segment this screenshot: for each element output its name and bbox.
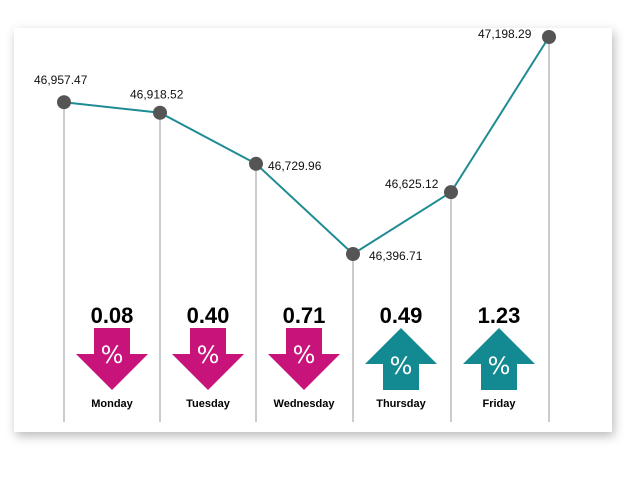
down-arrow-icon xyxy=(76,328,148,390)
series-line xyxy=(63,36,550,256)
day-label: Thursday xyxy=(376,398,426,410)
data-label: 46,729.96 xyxy=(268,159,322,173)
percent-symbol: % xyxy=(293,341,316,369)
day-label: Wednesday xyxy=(274,398,336,410)
percent-symbol: % xyxy=(488,352,511,380)
data-label: 46,396.71 xyxy=(369,249,423,263)
change-value: 0.40 xyxy=(187,303,230,328)
data-label: 47,198.29 xyxy=(478,27,532,41)
percent-symbol: % xyxy=(390,352,413,380)
up-arrow-icon xyxy=(463,328,535,390)
data-label: 46,918.52 xyxy=(130,88,184,102)
down-arrow-icon xyxy=(268,328,340,390)
change-value: 0.08 xyxy=(91,303,134,328)
data-point xyxy=(249,156,263,171)
change-value: 1.23 xyxy=(478,303,521,328)
data-point xyxy=(153,105,167,120)
change-value: 0.49 xyxy=(380,303,423,328)
day-label: Tuesday xyxy=(186,398,231,410)
down-arrow-icon xyxy=(172,328,244,390)
data-label: 46,957.47 xyxy=(34,73,88,87)
data-point xyxy=(542,30,556,44)
day-label: Monday xyxy=(91,398,133,410)
data-point xyxy=(444,185,458,200)
percent-symbol: % xyxy=(101,341,124,369)
data-point xyxy=(346,247,360,261)
change-value: 0.71 xyxy=(283,303,326,328)
day-label: Friday xyxy=(482,398,516,410)
data-label: 46,625.12 xyxy=(385,177,439,191)
percent-symbol: % xyxy=(197,341,220,369)
data-point xyxy=(57,95,71,110)
up-arrow-icon xyxy=(365,328,437,390)
